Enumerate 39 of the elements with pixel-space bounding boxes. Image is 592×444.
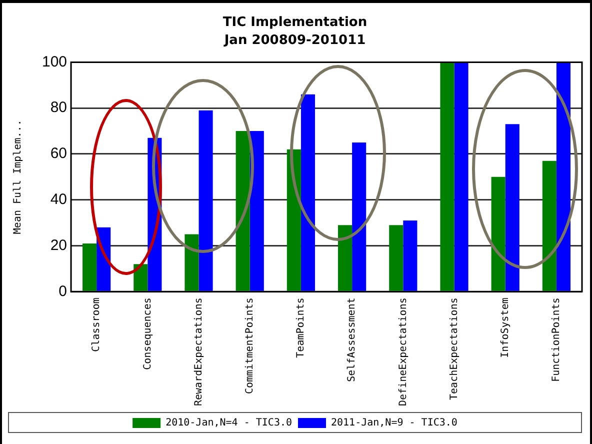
bar <box>338 225 352 291</box>
bar <box>454 62 468 291</box>
chart-title: TIC Implementation <box>222 15 368 30</box>
bar <box>198 110 213 291</box>
bar <box>556 62 571 291</box>
x-tick-label: Consequences <box>142 298 154 370</box>
x-tick-label: Classroom <box>91 298 102 352</box>
bar <box>250 131 264 291</box>
bar <box>505 124 520 291</box>
x-tick-label: TeamPoints <box>296 298 307 358</box>
y-tick-label: 40 <box>50 191 68 208</box>
bar <box>286 149 301 291</box>
bar <box>300 94 316 291</box>
y-tick-label: 80 <box>50 99 68 116</box>
bar <box>542 160 556 291</box>
legend-label: 2010-Jan,N=4 - TIC3.0 <box>166 418 292 429</box>
bar <box>491 176 506 291</box>
x-tick-label: SelfAssessment <box>346 298 358 382</box>
bar <box>236 131 250 291</box>
y-axis-title: Mean Full Implem... <box>12 120 24 234</box>
x-tick-label: InfoSystem <box>500 298 511 358</box>
bar <box>82 243 97 291</box>
chart-subtitle: Jan 200809-201011 <box>223 32 366 48</box>
x-tick-label: FunctionPoints <box>551 298 562 382</box>
legend-label: 2011-Jan,N=9 - TIC3.0 <box>331 418 458 429</box>
y-tick-label: 20 <box>50 236 68 254</box>
y-tick-label: 100 <box>42 53 68 70</box>
x-tick-label: CommitmentPoints <box>244 298 256 394</box>
x-tick-label: RewardExpectations <box>193 298 204 406</box>
bar <box>184 234 199 291</box>
bar <box>440 62 454 291</box>
y-tick-label: 60 <box>50 145 68 162</box>
x-tick-label: DefineExpectations <box>398 298 409 406</box>
bar <box>389 225 404 291</box>
y-tick-label: 0 <box>58 282 68 300</box>
bar <box>352 142 366 291</box>
x-tick-label: TeachExpectations <box>448 298 460 400</box>
bar <box>134 264 148 291</box>
bar <box>403 220 418 291</box>
